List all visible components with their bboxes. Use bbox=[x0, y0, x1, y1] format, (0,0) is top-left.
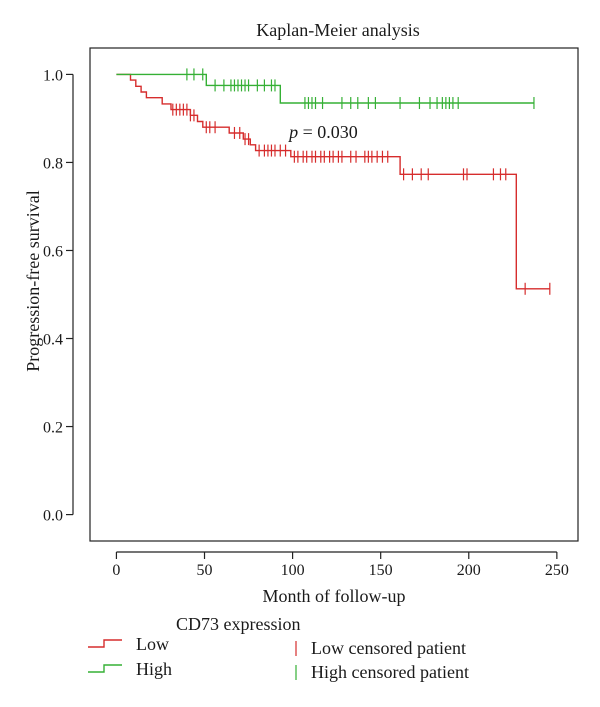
series-high bbox=[116, 68, 535, 110]
x-tick-label: 100 bbox=[281, 562, 305, 579]
x-tick-label: 50 bbox=[197, 562, 213, 579]
y-tick-label: 0.4 bbox=[43, 332, 63, 349]
series-low bbox=[116, 73, 551, 295]
y-tick-label: 0.0 bbox=[43, 508, 63, 525]
p-value-symbol: p bbox=[287, 122, 298, 142]
y-tick-label: 1.0 bbox=[43, 67, 63, 84]
plot-frame bbox=[89, 47, 579, 542]
x-axis-label: Month of follow-up bbox=[263, 586, 406, 606]
x-tick-label: 0 bbox=[112, 562, 120, 579]
legend-item-high-censored-patient: High censored patient bbox=[295, 662, 469, 682]
legend-label: Low bbox=[136, 634, 169, 654]
legend-item-low: Low bbox=[88, 634, 169, 654]
legend-title: CD73 expression bbox=[176, 614, 301, 634]
y-axis: 0.0 0.2 0.4 0.6 0.8 1.0 bbox=[43, 67, 74, 525]
legend-label: Low censored patient bbox=[311, 638, 466, 658]
chart-title: Kaplan-Meier analysis bbox=[256, 20, 419, 40]
legend: CD73 expression Low High Low censored pati… bbox=[88, 614, 469, 682]
legend-item-high: High bbox=[88, 659, 172, 679]
y-tick-label: 0.2 bbox=[43, 420, 63, 437]
legend-swatch-step bbox=[88, 664, 122, 673]
x-tick-label: 200 bbox=[457, 562, 481, 579]
y-tick-label: 0.6 bbox=[43, 243, 63, 260]
x-tick-label: 150 bbox=[369, 562, 393, 579]
x-tick-label: 250 bbox=[545, 562, 569, 579]
series-layer bbox=[116, 68, 551, 295]
y-tick-label: 0.8 bbox=[43, 155, 63, 172]
survival-curve-low bbox=[116, 73, 550, 290]
p-value-annotation: p = 0.030 bbox=[287, 122, 358, 142]
y-axis-label: Progression-free survival bbox=[23, 190, 43, 371]
survival-curve-high bbox=[116, 73, 534, 104]
legend-swatch-step bbox=[88, 639, 122, 648]
x-axis: 0 50 100 150 200 250 bbox=[112, 551, 569, 579]
legend-item-low-censored-patient: Low censored patient bbox=[295, 638, 466, 658]
legend-label: High censored patient bbox=[311, 662, 469, 682]
legend-label: High bbox=[136, 659, 172, 679]
p-value-text: = 0.030 bbox=[298, 122, 358, 142]
